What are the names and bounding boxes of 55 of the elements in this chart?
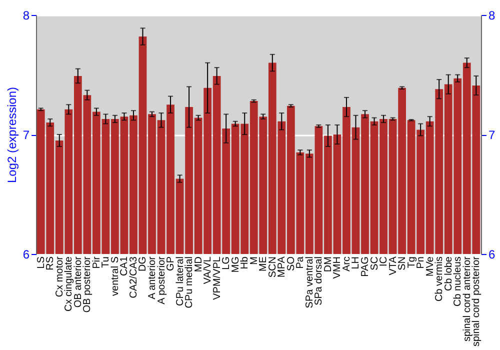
x-tick-label: Pir: [91, 256, 102, 269]
x-tick-label: Arc: [341, 256, 352, 272]
x-tick-label: VPM/VPL: [212, 256, 223, 300]
x-tick-label: VMH: [332, 256, 344, 279]
x-tick-label: SC: [369, 256, 380, 270]
x-tick-label: SN: [397, 256, 408, 270]
x-tick-label: Cx motor: [54, 256, 66, 298]
x-tick-label: Cb vermis: [434, 256, 446, 302]
x-tick-label: CPu medial: [184, 256, 196, 308]
y-axis-title: Log2 (expression): [4, 86, 19, 184]
x-tick-label: PAG: [360, 256, 372, 277]
x-tick-label: IC: [378, 256, 390, 266]
x-tick-label: LG: [221, 256, 232, 270]
x-tick-label: spinal cord posterior: [471, 256, 482, 347]
x-tick-label: spinal cord anterior: [462, 256, 473, 342]
x-tick-label: MVe: [424, 256, 436, 277]
x-tick-label: Tg: [406, 256, 418, 268]
x-tick-label: SCN: [267, 256, 278, 278]
x-tick-label: OB posterior: [82, 256, 94, 313]
x-tick-label: Pn: [416, 256, 427, 269]
x-tick-label: Hb: [240, 256, 251, 270]
x-tick-label: SO: [286, 256, 297, 271]
y-tick-label: 8: [22, 8, 30, 22]
y2-tick-label: 6: [488, 248, 496, 262]
x-tick-label: MD: [193, 256, 204, 272]
x-tick-label: GP: [166, 256, 177, 271]
x-tick-label: ME: [258, 256, 270, 272]
y2-tick-label: 7: [488, 128, 496, 142]
y-tick-label: 6: [22, 248, 30, 262]
y-tick-label: 7: [22, 128, 30, 142]
x-tick-label: DG: [138, 256, 149, 272]
x-tick-label: VA/VL: [202, 256, 214, 284]
x-tick-label: Cb nucleus: [452, 256, 464, 307]
x-tick-label: Cb lobe: [443, 256, 454, 291]
x-tick-label: Cx cingulate: [64, 256, 75, 312]
x-tick-label: LS: [36, 256, 47, 269]
x-tick-label: A posterior: [156, 256, 168, 304]
x-tick-label: SPa dorsal: [314, 256, 325, 306]
x-tick-label: CA1: [119, 256, 130, 276]
x-tick-label: MG: [230, 256, 242, 273]
x-tick-label: SPa ventral: [304, 256, 316, 308]
x-tick-label: LH: [350, 256, 362, 270]
y2-tick-label: 8: [488, 8, 496, 22]
x-tick-label: VTA: [388, 256, 399, 276]
x-tick-label: A anterior: [146, 256, 158, 300]
x-tick-label: CA2/CA3: [128, 256, 140, 298]
x-tick-label: Pa: [295, 256, 306, 269]
x-tick-label: MPA: [276, 256, 288, 278]
x-tick-label: DM: [322, 256, 334, 272]
x-tick-label: RS: [45, 256, 56, 270]
x-tick-label: Tu: [100, 256, 112, 268]
x-tick-label: M: [248, 256, 260, 265]
x-tick-label: CPu lateral: [174, 256, 186, 306]
x-tick-label: ventral S: [110, 256, 121, 296]
x-tick-label: OB anterior: [72, 256, 84, 308]
